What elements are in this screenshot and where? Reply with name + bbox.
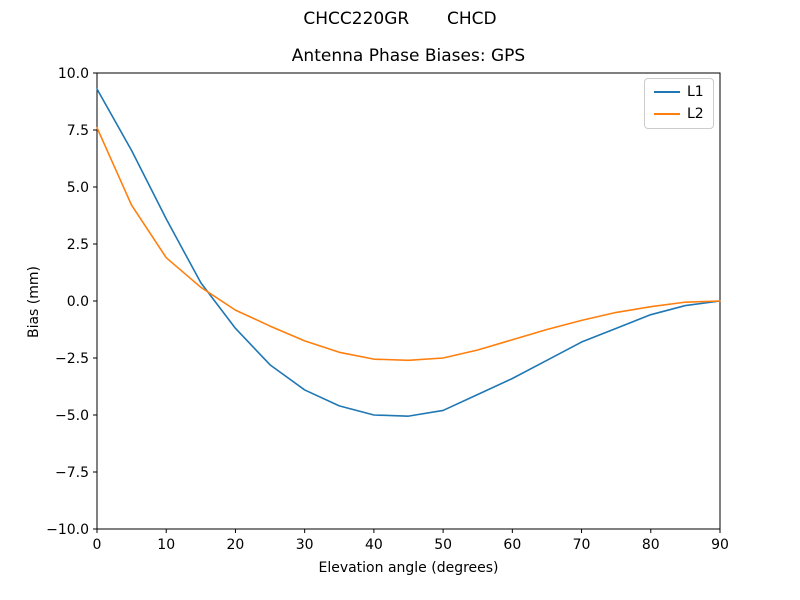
x-tick-label: 0 [93, 537, 102, 553]
y-tick-label: −5.0 [55, 408, 89, 424]
y-tick-label: 2.5 [67, 237, 89, 253]
x-tick-label: 70 [573, 537, 591, 553]
figure-suptitle: CHCC220GR CHCD [303, 9, 497, 29]
x-tick-label: 10 [157, 537, 175, 553]
legend-line-sample-l1 [654, 91, 680, 93]
y-tick-label: −10.0 [46, 522, 89, 538]
y-axis-label: Bias (mm) [26, 265, 42, 339]
y-tick-label: 5.0 [67, 180, 89, 196]
x-tick-label: 80 [642, 537, 660, 553]
y-tick-label: −7.5 [55, 465, 89, 481]
x-tick-label: 60 [503, 537, 521, 553]
x-tick-label: 90 [711, 537, 729, 553]
legend-item-l1: L1 [654, 84, 704, 100]
series-line-l2 [96, 126, 721, 362]
legend-label-l2: L2 [687, 106, 704, 122]
chart-title: Antenna Phase Biases: GPS [291, 46, 526, 66]
x-tick-label: 50 [434, 537, 452, 553]
legend-label-l1: L1 [687, 84, 704, 100]
x-tick-label: 40 [365, 537, 383, 553]
x-tick-label: 30 [296, 537, 314, 553]
legend: L1 L2 [644, 78, 714, 129]
x-tick-label: 20 [227, 537, 245, 553]
legend-line-sample-l2 [654, 113, 680, 115]
y-tick-label: 0.0 [67, 294, 89, 310]
legend-item-l2: L2 [654, 106, 704, 122]
y-tick-label: −2.5 [55, 351, 89, 367]
y-tick-label: 10.0 [58, 66, 89, 82]
series-line-l1 [96, 88, 721, 417]
axes-frame [96, 72, 721, 530]
x-axis-label: Elevation angle (degrees) [318, 560, 499, 576]
y-tick-label: 7.5 [67, 123, 89, 139]
